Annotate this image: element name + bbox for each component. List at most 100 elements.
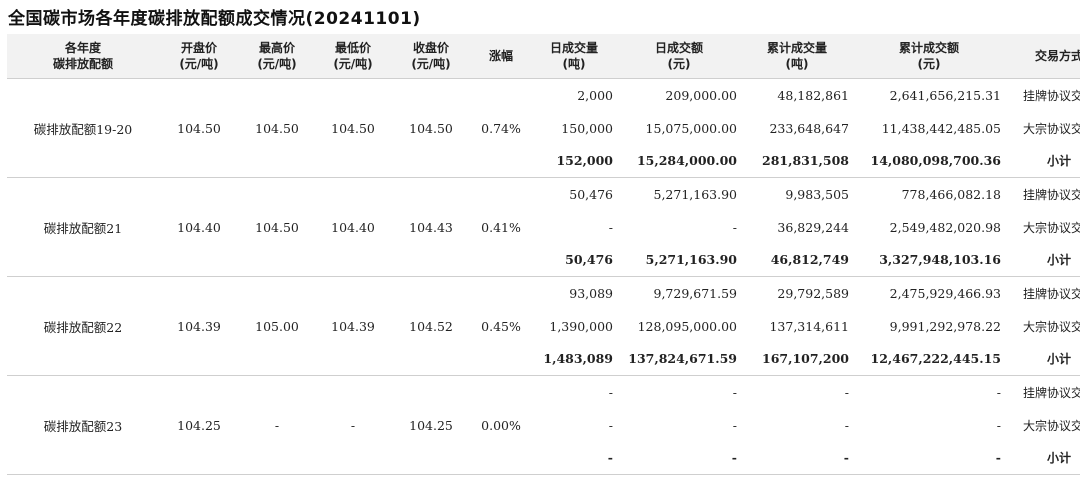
- daily-amount-cell: 5,271,163.90: [617, 243, 741, 278]
- daily-volume-cell: -: [608, 385, 613, 401]
- cumulative-amount-cell: 9,991,292,978.22: [889, 318, 1001, 334]
- daily-amount-cell: -: [732, 219, 737, 235]
- header-row: 各年度 碳排放配额 开盘价 (元/吨) 最高价 (元/吨) 最低价 (元/吨) 收盘价(…: [7, 34, 1080, 79]
- table-row: 碳排放配额21 104.40 104.50 104.40 104.43 0.41% 50,4…: [7, 177, 1080, 278]
- low-price-cell: 104.40: [315, 177, 391, 278]
- cumulative-amount-cell: -: [853, 441, 1005, 476]
- daily-volume-cell: 2,000: [577, 87, 613, 103]
- low-price-cell: 104.50: [315, 78, 391, 179]
- daily-amount-cell: 209,000.00: [665, 87, 737, 103]
- daily-amount-cell: 137,824,671.59: [617, 342, 741, 377]
- header-trade-method: 交易方式: [1005, 34, 1080, 79]
- page-title: 全国碳市场各年度碳排放配额成交情况(20241101): [8, 9, 421, 29]
- daily-volume-cell: 50,476: [531, 243, 617, 278]
- low-price-cell: -: [315, 375, 391, 476]
- header-open-price: 开盘价 (元/吨): [159, 34, 239, 79]
- header-close-price: 收盘价 (元/吨): [391, 34, 471, 79]
- cumulative-volume-cell: 36,829,244: [777, 219, 849, 235]
- cumulative-volume-cell: 137,314,611: [769, 318, 849, 334]
- cumulative-amount-cell: 778,466,082.18: [901, 186, 1001, 202]
- cumulative-volume-cell: 281,831,508: [741, 144, 853, 179]
- cumulative-amount-cell: -: [996, 417, 1001, 433]
- header-high-price: 最高价 (元/吨): [239, 34, 315, 79]
- daily-volume-cell: -: [531, 441, 617, 476]
- daily-amount-cell: 15,075,000.00: [645, 120, 737, 136]
- cumulative-volume-cell: 48,182,861: [777, 87, 849, 103]
- close-price-cell: 104.52: [391, 276, 471, 377]
- table-body: 碳排放配额19-20 104.50 104.50 104.50 104.50 0.74% 2…: [7, 78, 1080, 476]
- table-row: 50,476 5,271,163.90 46,812,749 3,327,948,10…: [7, 243, 1080, 278]
- daily-amount-cell: 15,284,000.00: [617, 144, 741, 179]
- high-price-cell: 104.50: [239, 78, 315, 179]
- trade-method-cell: 大宗协议交易: [1022, 319, 1080, 334]
- allowance-name-cell: 碳排放配额22: [7, 276, 159, 377]
- table-row: 1,390,000 128,095,000.00 137,314,611 9,991,…: [7, 310, 1080, 343]
- trade-method-cell: 大宗协议交易: [1022, 418, 1080, 433]
- table-row: - - - - 小计: [7, 441, 1080, 476]
- daily-amount-cell: -: [732, 417, 737, 433]
- cumulative-volume-cell: -: [741, 441, 853, 476]
- header-change: 涨幅: [471, 34, 531, 79]
- cumulative-volume-cell: -: [844, 417, 849, 433]
- daily-volume-cell: -: [608, 417, 613, 433]
- trade-method-cell: 大宗协议交易: [1022, 121, 1080, 136]
- header-daily-volume: 日成交量 (吨): [531, 34, 617, 79]
- daily-volume-cell: 50,476: [569, 186, 613, 202]
- cumulative-volume-cell: 29,792,589: [777, 285, 849, 301]
- header-low-price: 最低价 (元/吨): [315, 34, 391, 79]
- daily-volume-cell: 93,089: [569, 285, 613, 301]
- cumulative-volume-cell: 167,107,200: [741, 342, 853, 377]
- open-price-cell: 104.25: [159, 375, 239, 476]
- open-price-cell: 104.39: [159, 276, 239, 377]
- table-row: 150,000 15,075,000.00 233,648,647 11,438,44…: [7, 112, 1080, 145]
- daily-volume-cell: 152,000: [531, 144, 617, 179]
- allowance-name-cell: 碳排放配额23: [7, 375, 159, 476]
- high-price-cell: 105.00: [239, 276, 315, 377]
- header-allowance-year: 各年度 碳排放配额: [7, 34, 159, 79]
- cumulative-volume-cell: -: [844, 385, 849, 401]
- cumulative-volume-cell: 9,983,505: [785, 186, 849, 202]
- trade-method-cell: 挂牌协议交易: [1022, 88, 1080, 103]
- change-cell: 0.74%: [471, 78, 531, 179]
- trade-method-cell: 大宗协议交易: [1022, 220, 1080, 235]
- table-row: 152,000 15,284,000.00 281,831,508 14,080,09…: [7, 144, 1080, 179]
- cumulative-amount-cell: 12,467,222,445.15: [853, 342, 1005, 377]
- table-row: - - 36,829,244 2,549,482,020.98 大宗协议交易: [7, 211, 1080, 244]
- open-price-cell: 104.50: [159, 78, 239, 179]
- cumulative-amount-cell: 14,080,098,700.36: [853, 144, 1005, 179]
- trade-method-cell: 小计: [1005, 144, 1080, 179]
- daily-volume-cell: 1,483,089: [531, 342, 617, 377]
- change-cell: 0.45%: [471, 276, 531, 377]
- cumulative-amount-cell: 3,327,948,103.16: [853, 243, 1005, 278]
- daily-volume-cell: 150,000: [561, 120, 613, 136]
- header-cumulative-amount: 累计成交额 (元): [853, 34, 1005, 79]
- close-price-cell: 104.50: [391, 78, 471, 179]
- table-row: 碳排放配额19-20 104.50 104.50 104.50 104.50 0.74% 2…: [7, 78, 1080, 179]
- trade-method-cell: 小计: [1005, 243, 1080, 278]
- cumulative-amount-cell: -: [996, 385, 1001, 401]
- table-row: - - - - 大宗协议交易: [7, 409, 1080, 442]
- change-cell: 0.41%: [471, 177, 531, 278]
- daily-amount-cell: 9,729,671.59: [653, 285, 738, 301]
- cumulative-amount-cell: 11,438,442,485.05: [881, 120, 1001, 136]
- cumulative-amount-cell: 2,641,656,215.31: [889, 87, 1001, 103]
- table-row: 碳排放配额22 104.39 105.00 104.39 104.52 0.45% 93,0…: [7, 276, 1080, 377]
- trade-method-cell: 挂牌协议交易: [1022, 386, 1080, 401]
- daily-amount-cell: -: [732, 385, 737, 401]
- cumulative-amount-cell: 2,549,482,020.98: [889, 219, 1001, 235]
- allowance-name-cell: 碳排放配额21: [7, 177, 159, 278]
- daily-amount-cell: 128,095,000.00: [637, 318, 737, 334]
- daily-volume-cell: 1,390,000: [549, 318, 613, 334]
- open-price-cell: 104.40: [159, 177, 239, 278]
- carbon-trading-table: 各年度 碳排放配额 开盘价 (元/吨) 最高价 (元/吨) 最低价 (元/吨) 收盘价(…: [7, 34, 1080, 476]
- trade-method-cell: 小计: [1005, 441, 1080, 476]
- daily-amount-cell: 5,271,163.90: [653, 186, 738, 202]
- table-row: 1,483,089 137,824,671.59 167,107,200 12,467…: [7, 342, 1080, 377]
- low-price-cell: 104.39: [315, 276, 391, 377]
- close-price-cell: 104.43: [391, 177, 471, 278]
- high-price-cell: 104.50: [239, 177, 315, 278]
- trade-method-cell: 挂牌协议交易: [1022, 286, 1080, 301]
- allowance-name-cell: 碳排放配额19-20: [7, 78, 159, 179]
- cumulative-amount-cell: 2,475,929,466.93: [889, 285, 1001, 301]
